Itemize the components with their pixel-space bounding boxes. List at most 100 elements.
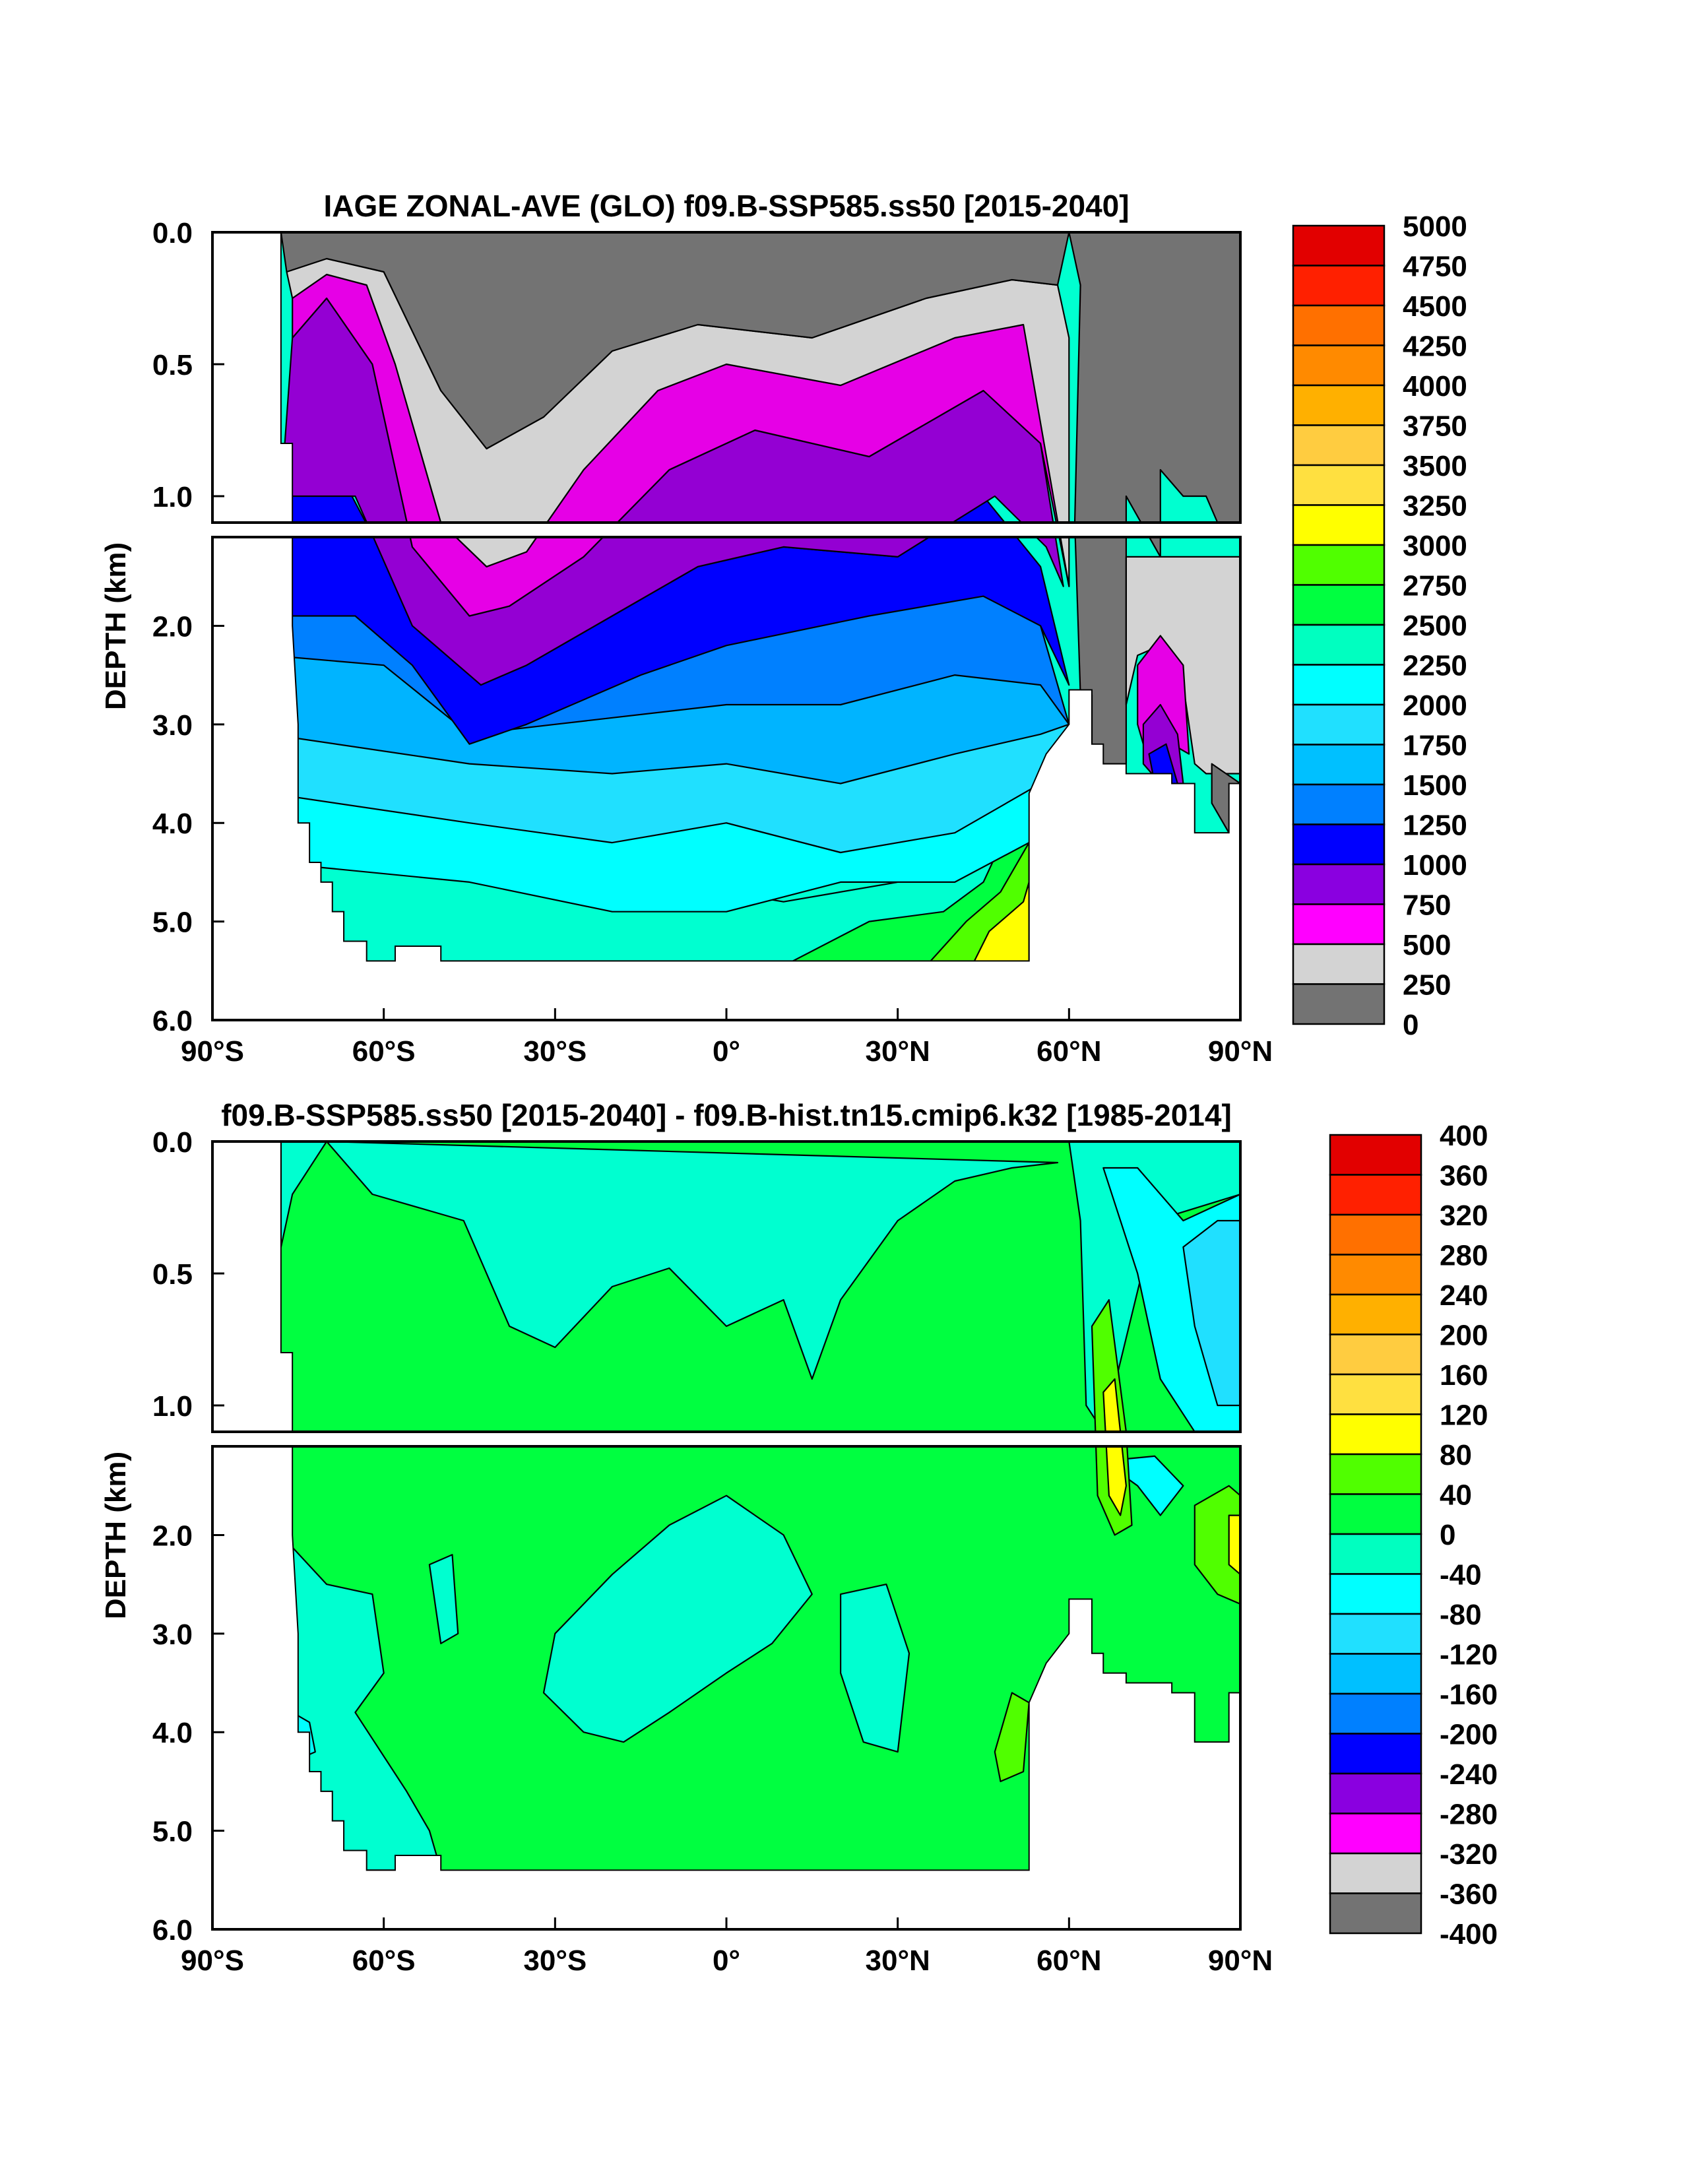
- colorbar-box: [1292, 903, 1386, 946]
- colorbar-box: [1329, 1174, 1422, 1216]
- y-tick-label: 0.0: [152, 1126, 193, 1159]
- colorbar-box: [1329, 1373, 1422, 1415]
- chart-title: IAGE ZONAL-AVE (GLO) f09.B-SSP585.ss50 […: [323, 189, 1129, 223]
- colorbar-box: [1329, 1134, 1422, 1176]
- colorbar-box: [1292, 224, 1386, 267]
- colorbar-box: [1292, 783, 1386, 825]
- y-tick-label: 2.0: [152, 1520, 193, 1552]
- colorbar-box: [1292, 943, 1386, 985]
- colorbar-label: 280: [1440, 1240, 1488, 1272]
- colorbar-box: [1329, 1413, 1422, 1456]
- colorbar-label: 1000: [1403, 849, 1467, 882]
- y-tick-label: 5.0: [152, 1816, 193, 1848]
- colorbar-box: [1329, 1333, 1422, 1376]
- panel-gap: [211, 524, 1242, 536]
- colorbar-box: [1329, 1852, 1422, 1894]
- chart-title: f09.B-SSP585.ss50 [2015-2040] - f09.B-hi…: [221, 1098, 1232, 1132]
- x-tick-label: 60°N: [1036, 1035, 1101, 1068]
- region-light-sky: [1182, 1219, 1240, 1407]
- colorbar-box: [1329, 1772, 1422, 1815]
- colorbar-box: [1329, 1813, 1422, 1855]
- ocean-boundary: [280, 1141, 1241, 1871]
- colorbar-label: 1500: [1403, 769, 1467, 802]
- colorbar-box: [1292, 703, 1386, 746]
- colorbar-label: 40: [1440, 1479, 1472, 1512]
- x-tick-label: 60°S: [352, 1944, 416, 1977]
- x-tick-label: 30°S: [523, 1944, 587, 1977]
- colorbar-label: -360: [1440, 1879, 1498, 1911]
- upper-panel-frame: [211, 231, 1242, 524]
- colorbar-box: [1329, 1293, 1422, 1335]
- y-tick-label: 6.0: [152, 1005, 193, 1037]
- region-aqua: [428, 1554, 459, 1644]
- y-tick-label: 5.0: [152, 907, 193, 939]
- y-axis-label: DEPTH (km): [100, 542, 132, 710]
- contour-fills: [280, 1141, 1240, 1871]
- colorbar-box: [1292, 544, 1386, 586]
- region-aqua: [839, 1584, 910, 1753]
- x-tick-label: 30°S: [523, 1035, 587, 1068]
- colorbar-label: -280: [1440, 1799, 1498, 1831]
- colorbar-box: [1292, 664, 1386, 706]
- panel-gap: [211, 1433, 1242, 1445]
- colorbar-label: 4750: [1403, 251, 1467, 283]
- colorbar-label: 200: [1440, 1320, 1488, 1352]
- colorbar-label: 250: [1403, 969, 1451, 1002]
- colorbar-box: [1329, 1573, 1422, 1615]
- colorbar-box: [1292, 424, 1386, 466]
- colorbar-label: -320: [1440, 1838, 1498, 1871]
- x-tick-label: 30°N: [866, 1944, 930, 1977]
- colorbar-label: 240: [1440, 1279, 1488, 1312]
- colorbar-box: [1292, 744, 1386, 786]
- colorbar-box: [1292, 344, 1386, 387]
- colorbar-label: -120: [1440, 1639, 1498, 1671]
- colorbar-box: [1329, 1692, 1422, 1735]
- colorbar-label: 2250: [1403, 650, 1467, 682]
- y-tick-label: 3.0: [152, 709, 193, 742]
- region-green: [292, 1770, 316, 1822]
- colorbar-box: [1292, 304, 1386, 346]
- colorbar-box: [1292, 464, 1386, 506]
- y-tick-label: 1.0: [152, 1390, 193, 1423]
- upper-panel-frame: [211, 1140, 1242, 1433]
- colorbar-label: 360: [1440, 1160, 1488, 1192]
- chart-iage-mean: IAGE ZONAL-AVE (GLO) f09.B-SSP585.ss50 […: [100, 189, 1467, 1068]
- colorbar-box: [1292, 384, 1386, 426]
- colorbar-box: [1329, 1213, 1422, 1256]
- colorbar-label: -160: [1440, 1679, 1498, 1711]
- region-lime: [994, 1692, 1030, 1782]
- colorbar-label: 120: [1440, 1399, 1488, 1432]
- y-axis-label: DEPTH (km): [100, 1452, 132, 1619]
- colorbar-box: [1292, 624, 1386, 666]
- colorbar-label: 2750: [1403, 570, 1467, 602]
- x-tick-label: 0°: [713, 1944, 740, 1977]
- colorbar-label: -40: [1440, 1559, 1482, 1591]
- colorbar-label: 5000: [1403, 210, 1467, 243]
- colorbar-box: [1292, 265, 1386, 307]
- colorbar-label: 2500: [1403, 610, 1467, 642]
- colorbar-box: [1329, 1493, 1422, 1535]
- x-tick-label: 60°S: [352, 1035, 416, 1068]
- colorbar-label: 0: [1403, 1009, 1418, 1041]
- colorbar-label: 3000: [1403, 530, 1467, 562]
- ocean-boundary: [280, 232, 1241, 962]
- colorbar-label: 2000: [1403, 690, 1467, 722]
- colorbar-label: 3500: [1403, 450, 1467, 482]
- colorbar-box: [1292, 584, 1386, 626]
- colorbar-label: -400: [1440, 1918, 1498, 1950]
- x-tick-label: 90°S: [181, 1035, 244, 1068]
- colorbar-label: 80: [1440, 1439, 1472, 1471]
- y-tick-label: 0.0: [152, 217, 193, 249]
- colorbar-label: 320: [1440, 1200, 1488, 1232]
- colorbar-box: [1292, 504, 1386, 546]
- colorbar-label: 3250: [1403, 490, 1467, 523]
- colorbar-box: [1329, 1254, 1422, 1296]
- y-tick-label: 0.5: [152, 349, 193, 381]
- x-tick-label: 90°N: [1208, 1035, 1273, 1068]
- region-aqua: [542, 1494, 813, 1743]
- colorbar-label: 4500: [1403, 290, 1467, 323]
- chart-iage-difference: f09.B-SSP585.ss50 [2015-2040] - f09.B-hi…: [100, 1098, 1498, 1977]
- colorbar-label: 3750: [1403, 410, 1467, 443]
- colorbar-box: [1329, 1892, 1422, 1935]
